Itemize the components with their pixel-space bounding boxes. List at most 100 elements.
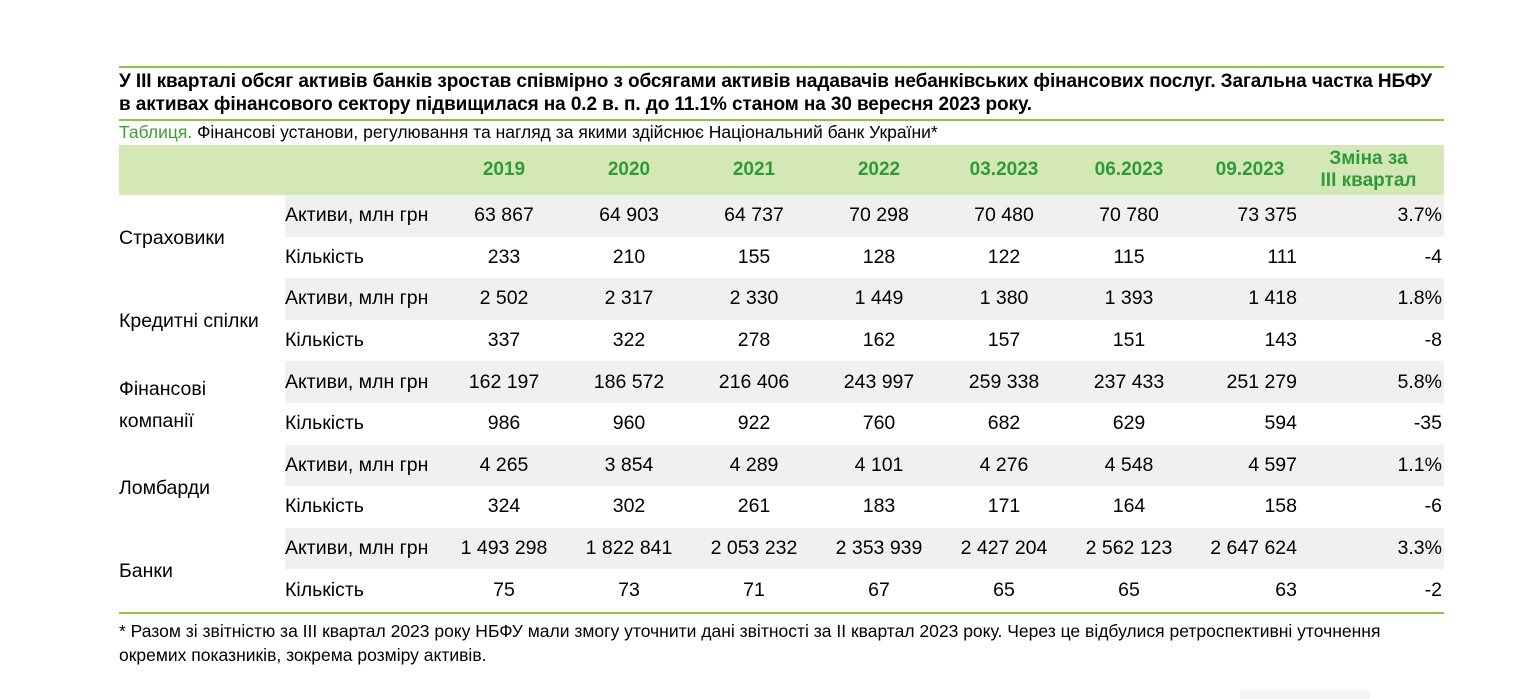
table-row: Кількість 233 210 155 128 122 115 111 -4 <box>119 237 1444 279</box>
headline: У ІІІ кварталі обсяг активів банків зрос… <box>119 71 1432 115</box>
header-change-line2: ІІІ квартал <box>1320 170 1417 191</box>
value-cell: 251 279 <box>1195 361 1305 403</box>
value-cell: 3 854 <box>563 444 695 487</box>
value-cell: 337 <box>487 329 521 352</box>
header-change: Зміна за ІІІ квартал <box>1305 145 1444 195</box>
metric-label: Кількість <box>285 245 364 268</box>
metric-label: Кількість <box>285 329 364 352</box>
value-cell: 2 330 <box>695 278 813 320</box>
value-cell: 73 375 <box>1195 195 1305 237</box>
value-cell: 1 822 841 <box>563 527 695 570</box>
change-cell: -6 <box>1424 495 1442 518</box>
value-cell: 157 <box>987 329 1021 352</box>
metric-label: Активи, млн грн <box>285 527 445 570</box>
value-cell: 115 <box>1113 245 1145 268</box>
metric-label: Кількість <box>285 578 364 601</box>
value-cell: 143 <box>1264 329 1297 352</box>
table-row: Фінансові компанії Активи, млн грн 162 197 1… <box>119 361 1444 432</box>
institution-name: Банки <box>119 528 285 611</box>
value-cell: 164 <box>1112 495 1146 518</box>
value-cell: 75 <box>493 578 515 601</box>
bottom-rule <box>119 611 1444 614</box>
value-cell: 122 <box>987 245 1021 268</box>
value-cell: 1 418 <box>1195 278 1305 320</box>
caption-lead: Таблиця. <box>119 122 193 142</box>
value-cell: 960 <box>612 412 646 435</box>
value-cell: 4 548 <box>1063 444 1195 487</box>
change-cell: -2 <box>1424 578 1442 601</box>
institution-name: Страховики <box>119 195 285 278</box>
value-cell: 65 <box>993 578 1015 601</box>
value-cell: 128 <box>862 245 896 268</box>
value-cell: 922 <box>737 412 771 435</box>
header-2020: 2020 <box>607 159 651 180</box>
value-cell: 4 101 <box>813 444 945 487</box>
value-cell: 70 780 <box>1063 195 1195 237</box>
table-row: Кількість 337 322 278 162 157 151 143 -8 <box>119 320 1444 362</box>
institution-name-line: компанії <box>119 409 194 432</box>
change-cell: -35 <box>1413 412 1442 435</box>
change-cell: -4 <box>1424 245 1442 268</box>
value-cell: 63 <box>1275 578 1297 601</box>
value-cell: 302 <box>612 495 646 518</box>
header-03-2023: 03.2023 <box>969 159 1039 180</box>
change-cell: -8 <box>1424 329 1442 352</box>
change-cell: 1.8% <box>1305 278 1444 320</box>
change-cell: 1.1% <box>1305 444 1444 487</box>
value-cell: 986 <box>487 412 521 435</box>
value-cell: 67 <box>868 578 890 601</box>
caption-text: Фінансові установи, регулювання та нагля… <box>192 122 938 142</box>
value-cell: 2 647 624 <box>1195 527 1305 570</box>
institution-name-line: Фінансові <box>119 377 207 400</box>
metric-label: Активи, млн грн <box>285 361 445 403</box>
header-2022: 2022 <box>857 159 901 180</box>
value-cell: 4 597 <box>1195 444 1305 487</box>
value-cell: 210 <box>612 245 646 268</box>
table-body: Страховики Активи, млн грн 63 867 64 903 64 … <box>119 195 1444 611</box>
institution-name-line: Банки <box>119 559 173 582</box>
value-cell: 243 997 <box>813 361 945 403</box>
institution-name-line: Страховики <box>119 227 225 250</box>
table-row: Кількість 75 73 71 67 65 65 63 -2 <box>119 569 1444 611</box>
value-cell: 4 265 <box>445 444 563 487</box>
header-09-2023: 09.2023 <box>1215 159 1285 180</box>
header-2021: 2021 <box>732 159 776 180</box>
value-cell: 1 449 <box>813 278 945 320</box>
table-row: Страховики Активи, млн грн 63 867 64 903 64 … <box>119 195 1444 249</box>
value-cell: 4 289 <box>695 444 813 487</box>
headline-rule <box>119 119 1444 121</box>
value-cell: 594 <box>1264 412 1297 435</box>
page-edge-shadow <box>1240 690 1370 699</box>
institutions-table: 2019 2020 2021 2022 03.2023 06.2023 09.2… <box>119 145 1444 611</box>
value-cell: 216 406 <box>695 361 813 403</box>
value-cell: 259 338 <box>945 361 1063 403</box>
top-rule <box>119 66 1444 68</box>
institution-name: Кредитні спілки <box>119 278 285 361</box>
value-cell: 2 502 <box>445 278 563 320</box>
value-cell: 73 <box>618 578 640 601</box>
value-cell: 171 <box>987 495 1021 518</box>
footnote: * Разом зі звітністю за ІІІ квартал 2023… <box>119 620 1381 665</box>
table-row: Ломбарди Активи, млн грн 4 265 3 854 4 289 4 … <box>119 444 1444 499</box>
institution-name: Ломбарди <box>119 445 285 528</box>
value-cell: 111 <box>1267 245 1297 268</box>
header-change-line1: Зміна за <box>1329 148 1408 169</box>
metric-label: Активи, млн грн <box>285 195 445 237</box>
institution-name-line: Кредитні спілки <box>119 310 259 333</box>
value-cell: 64 737 <box>695 195 813 237</box>
table-row: Банки Активи, млн грн 1 493 298 1 822 841 2 … <box>119 527 1444 582</box>
value-cell: 237 433 <box>1063 361 1195 403</box>
table-row: Кількість 986 960 922 760 682 629 594 -35 <box>119 403 1444 445</box>
value-cell: 1 380 <box>945 278 1063 320</box>
table-row: Кредитні спілки Активи, млн грн 2 502 2 317… <box>119 278 1444 332</box>
value-cell: 2 053 232 <box>695 527 813 570</box>
report-section: У ІІІ кварталі обсяг активів банків зрос… <box>119 66 1444 667</box>
value-cell: 63 867 <box>445 195 563 237</box>
value-cell: 324 <box>487 495 521 518</box>
header-metric <box>285 145 445 195</box>
table-row: Кількість 324 302 261 183 171 164 158 -6 <box>119 486 1444 528</box>
value-cell: 155 <box>737 245 771 268</box>
value-cell: 183 <box>862 495 896 518</box>
metric-label: Активи, млн грн <box>285 278 445 320</box>
value-cell: 64 903 <box>563 195 695 237</box>
